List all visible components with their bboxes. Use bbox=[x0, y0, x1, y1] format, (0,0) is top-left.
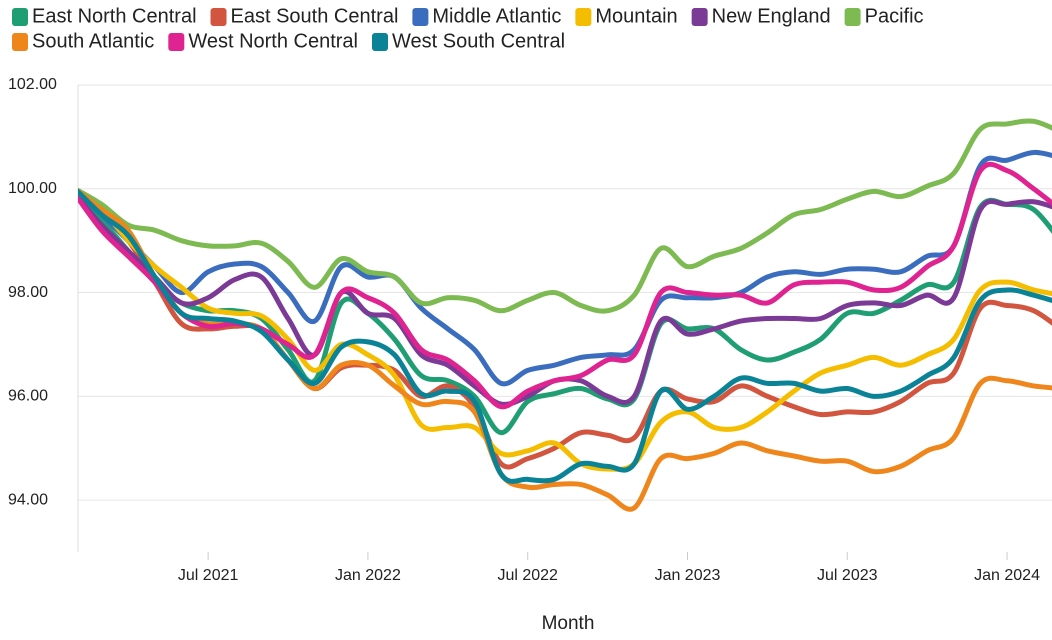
x-axis-title: Month bbox=[542, 613, 595, 634]
legend: East North Central East South Central Midd… bbox=[12, 5, 924, 52]
series-line bbox=[78, 187, 1052, 512]
legend-swatch bbox=[575, 8, 592, 26]
legend-swatch bbox=[844, 8, 861, 26]
legend-label: Middle Atlantic bbox=[432, 5, 561, 27]
y-tick-label: 98.00 bbox=[8, 284, 48, 301]
legend-label: South Atlantic bbox=[32, 30, 154, 52]
legend-swatch bbox=[412, 8, 429, 26]
y-tick-label: 102.00 bbox=[8, 76, 57, 93]
grid bbox=[78, 84, 1052, 501]
legend-swatch bbox=[691, 8, 708, 26]
legend-label: East North Central bbox=[32, 5, 197, 27]
y-tick-label: 100.00 bbox=[8, 180, 57, 197]
series-line bbox=[78, 187, 1052, 472]
x-tick-label: Jan 2022 bbox=[335, 567, 401, 584]
series-line bbox=[78, 118, 1052, 314]
x-tick-label: Jul 2022 bbox=[497, 567, 558, 584]
legend-label: East South Central bbox=[231, 5, 399, 27]
legend-swatch bbox=[12, 8, 28, 26]
plot-area bbox=[78, 118, 1052, 512]
legend-label: West North Central bbox=[188, 30, 358, 52]
x-tick-label: Jan 2023 bbox=[655, 567, 721, 584]
x-tick-label: Jul 2023 bbox=[817, 567, 878, 584]
legend-label: Pacific bbox=[865, 5, 924, 27]
legend-label: West South Central bbox=[392, 30, 565, 52]
axes: 94.00 96.00 98.00 100.00 102.00 Jul 2021 Jan 2… bbox=[8, 76, 1040, 584]
series-line bbox=[78, 188, 1052, 484]
y-tick-label: 94.00 bbox=[8, 491, 48, 508]
legend-label: New England bbox=[712, 5, 831, 27]
series-line bbox=[78, 149, 1052, 387]
legend-swatch bbox=[168, 33, 185, 51]
legend-label: Mountain bbox=[595, 5, 677, 27]
legend-swatch bbox=[210, 8, 227, 26]
x-tick-label: Jul 2021 bbox=[178, 567, 239, 584]
legend-swatch bbox=[12, 33, 28, 51]
x-tick-label: Jan 2024 bbox=[974, 567, 1040, 584]
y-tick-label: 96.00 bbox=[8, 388, 48, 405]
legend-swatch bbox=[372, 33, 388, 51]
